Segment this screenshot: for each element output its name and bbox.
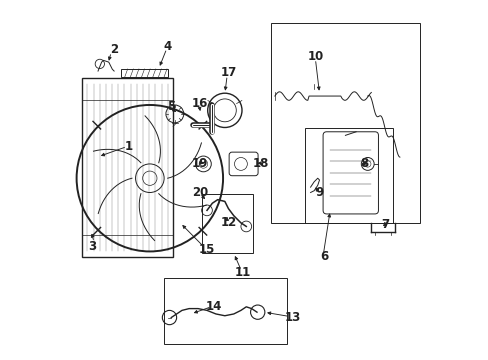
Bar: [164, 278, 287, 344]
Text: 14: 14: [205, 300, 222, 313]
Text: 3: 3: [88, 240, 97, 253]
Text: 7: 7: [381, 218, 389, 231]
Text: 4: 4: [163, 40, 171, 53]
Text: 15: 15: [199, 243, 215, 256]
Text: 17: 17: [220, 66, 236, 79]
Bar: [305, 128, 392, 223]
Text: 9: 9: [315, 186, 323, 199]
Text: 5: 5: [167, 100, 175, 113]
Text: 20: 20: [191, 186, 207, 199]
Text: 8: 8: [359, 157, 367, 170]
Text: 2: 2: [110, 43, 118, 56]
Text: 13: 13: [284, 311, 300, 324]
Bar: [82, 78, 173, 257]
Text: 12: 12: [220, 216, 236, 229]
Bar: [201, 194, 253, 253]
Text: 1: 1: [124, 140, 132, 153]
Text: 6: 6: [320, 250, 328, 263]
Text: 19: 19: [191, 157, 207, 170]
Text: 10: 10: [307, 50, 324, 63]
Bar: [121, 69, 167, 77]
Text: 11: 11: [234, 266, 250, 279]
Text: 16: 16: [191, 97, 207, 110]
Bar: [271, 23, 419, 223]
Text: 18: 18: [252, 157, 268, 170]
